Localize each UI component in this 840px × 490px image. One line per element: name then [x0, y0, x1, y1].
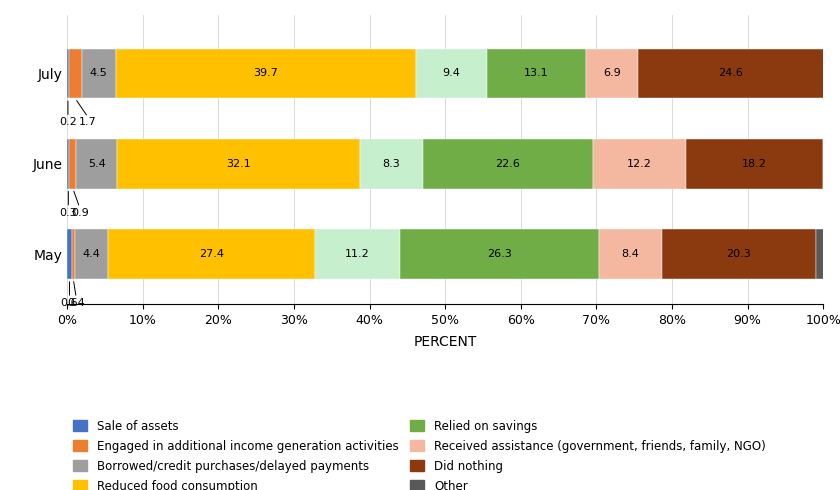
Bar: [486, 49, 585, 98]
Legend: Sale of assets, Engaged in additional income generation activities, Borrowed/cre: Sale of assets, Engaged in additional in…: [73, 419, 765, 490]
Bar: [67, 229, 71, 279]
Text: 0.2: 0.2: [59, 117, 76, 127]
Text: 9.4: 9.4: [443, 69, 460, 78]
Text: 20.3: 20.3: [727, 249, 751, 259]
Text: 8.4: 8.4: [622, 249, 639, 259]
Text: 0.9: 0.9: [71, 208, 88, 218]
Bar: [638, 49, 824, 98]
Bar: [315, 229, 400, 279]
Text: 26.3: 26.3: [487, 249, 512, 259]
Text: 1.7: 1.7: [79, 117, 97, 127]
Text: 0.6: 0.6: [60, 298, 78, 308]
Text: 11.2: 11.2: [345, 249, 370, 259]
Text: 0.3: 0.3: [60, 208, 77, 218]
Text: 32.1: 32.1: [226, 159, 251, 169]
Bar: [585, 49, 638, 98]
Text: 13.1: 13.1: [524, 69, 549, 78]
Bar: [360, 139, 423, 189]
Text: 6.9: 6.9: [603, 69, 621, 78]
Bar: [108, 229, 315, 279]
Bar: [75, 229, 108, 279]
Bar: [685, 139, 823, 189]
Text: 27.4: 27.4: [199, 249, 224, 259]
Bar: [416, 49, 486, 98]
Bar: [423, 139, 593, 189]
Bar: [599, 229, 662, 279]
Bar: [67, 139, 70, 189]
Text: 18.2: 18.2: [742, 159, 767, 169]
Bar: [400, 229, 599, 279]
Bar: [71, 229, 75, 279]
X-axis label: PERCENT: PERCENT: [413, 335, 477, 349]
Bar: [117, 139, 360, 189]
Bar: [69, 49, 81, 98]
Text: 0.4: 0.4: [67, 298, 85, 308]
Text: 12.2: 12.2: [627, 159, 652, 169]
Bar: [81, 49, 116, 98]
Text: 22.6: 22.6: [496, 159, 521, 169]
Bar: [662, 229, 816, 279]
Bar: [67, 49, 69, 98]
Text: 24.6: 24.6: [718, 69, 743, 78]
Text: 4.5: 4.5: [90, 69, 108, 78]
Bar: [116, 49, 416, 98]
Bar: [816, 229, 824, 279]
Bar: [70, 139, 76, 189]
Text: 4.4: 4.4: [82, 249, 100, 259]
Text: 39.7: 39.7: [253, 69, 278, 78]
Text: 5.4: 5.4: [88, 159, 106, 169]
Text: 8.3: 8.3: [382, 159, 400, 169]
Bar: [76, 139, 117, 189]
Bar: [593, 139, 685, 189]
